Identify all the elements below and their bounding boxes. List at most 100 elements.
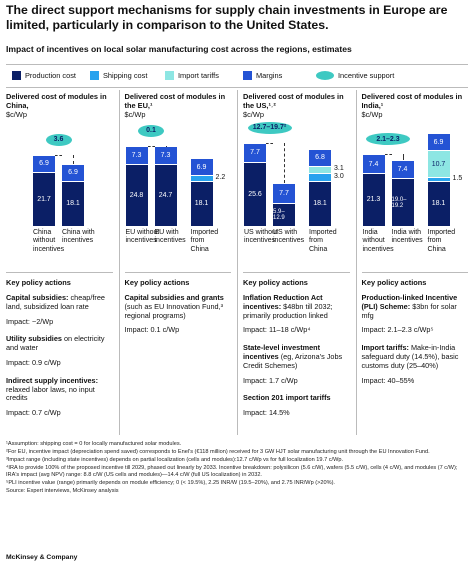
title: The direct support mechanisms for supply… bbox=[6, 3, 448, 32]
category-label: India without incentives bbox=[362, 229, 394, 253]
action-impact: Impact: 1.7 c/Wp bbox=[243, 375, 298, 385]
panel-title: Delivered cost of modules in China, bbox=[6, 92, 107, 110]
bar-segment: 24.8 bbox=[125, 164, 148, 226]
value-label: 7.3 bbox=[131, 151, 142, 159]
action-text: Utility subsidies on electricity and wat… bbox=[6, 334, 110, 353]
legend-item: Margins bbox=[243, 71, 282, 80]
bar-segment: 18.1 bbox=[309, 180, 331, 226]
divider bbox=[355, 90, 357, 435]
panel-title: Delivered cost of modules in the EU,¹ bbox=[124, 92, 226, 110]
action-impact: Impact: 0.1 c/Wp bbox=[124, 325, 180, 335]
legend-label: Shipping cost bbox=[103, 71, 148, 80]
footnote: ³Impact range (including state incentive… bbox=[6, 457, 344, 463]
category-label: China with incentives bbox=[62, 229, 95, 245]
value-label: 10.7 bbox=[431, 160, 446, 168]
incentive-bubble: 3.6 bbox=[45, 133, 72, 146]
action-detail: relaxed labor laws, no input credits bbox=[6, 384, 95, 403]
action-detail: Make-in-India safeguard duty (14.5%), ba… bbox=[361, 343, 459, 370]
legend-label: Import tariffs bbox=[178, 71, 219, 80]
value-label: 18.1 bbox=[431, 200, 446, 208]
legend-label: Incentive support bbox=[338, 71, 395, 80]
bar-segment: 6.9 bbox=[33, 154, 55, 172]
value-label: 6.9 bbox=[39, 160, 49, 168]
value-label: 21.3 bbox=[366, 196, 381, 204]
action-text: Capital subsidies and grants (such as EU… bbox=[124, 293, 229, 320]
category-label: US without incentives bbox=[244, 229, 278, 245]
rule bbox=[6, 87, 468, 88]
incentive-bubble: 12.7–19.7² bbox=[247, 121, 292, 134]
action-detail: (eg, Arizona's Jobs Credit Schemes) bbox=[243, 351, 343, 370]
category-label: US with incentives bbox=[273, 229, 305, 245]
bar-segment bbox=[309, 173, 331, 181]
category-label: China without incentives bbox=[33, 229, 65, 253]
panel-unit: $c/Wp bbox=[124, 110, 146, 119]
action-text: Import tariffs: Make-in-India safeguard … bbox=[361, 343, 466, 370]
category-label: EU with incentives bbox=[154, 229, 186, 245]
bar-segment: 7.3 bbox=[154, 146, 177, 165]
connector bbox=[73, 154, 74, 164]
action-text: Capital subsidies: cheap/free land, subs… bbox=[6, 293, 110, 312]
incentive-bubble: 0.1 bbox=[138, 124, 164, 137]
connector bbox=[402, 154, 404, 160]
action-text: Section 201 import tariffs bbox=[243, 393, 347, 403]
bar-segment: 7.4 bbox=[362, 154, 385, 173]
category-label: Imported from China bbox=[309, 229, 337, 253]
action-text: State-level investment incentives (eg, A… bbox=[243, 343, 347, 370]
footnote: ⁵PLI incentive value (range) primarily d… bbox=[6, 480, 335, 486]
rule bbox=[361, 272, 468, 273]
bar-segment: 18.1 bbox=[62, 180, 84, 226]
subtitle: Impact of incentives on local solar manu… bbox=[6, 44, 352, 54]
legend-label: Margins bbox=[256, 71, 283, 80]
bar-segment: 24.7 bbox=[154, 164, 177, 226]
policy-heading: Key policy actions bbox=[124, 278, 190, 287]
value-label: 1.5 bbox=[452, 174, 463, 182]
value-label: 7.3 bbox=[160, 152, 171, 160]
action-heading: Inflation Reduction Act incentives: bbox=[243, 293, 323, 311]
action-heading: Import tariffs: bbox=[361, 343, 409, 353]
action-text: Inflation Reduction Act incentives: $48b… bbox=[243, 293, 347, 320]
value-label: 6.9 bbox=[68, 169, 78, 177]
bar-segment: 7.7 bbox=[273, 183, 295, 203]
action: Capital subsidies: cheap/free land, subs… bbox=[6, 293, 110, 326]
legend-swatch bbox=[12, 71, 21, 80]
value-label: 24.8 bbox=[129, 192, 144, 199]
value-label: 18.1 bbox=[66, 200, 80, 208]
value-label: 25.6 bbox=[248, 191, 262, 198]
bar-segment: 18.1 bbox=[427, 180, 450, 226]
bar-segment: 7.4 bbox=[391, 159, 414, 179]
bar-segment bbox=[309, 165, 331, 174]
action: Utility subsidies on electricity and wat… bbox=[6, 334, 110, 367]
action-impact: Impact: 11–18 c/Wp⁴ bbox=[243, 325, 311, 335]
value-label: 7.4 bbox=[368, 160, 379, 168]
action: Import tariffs: Make-in-India safeguard … bbox=[361, 343, 466, 385]
value-label: 3.0 bbox=[334, 173, 344, 180]
value-label: 7.4 bbox=[397, 166, 408, 173]
action-impact: Impact: 2.1–2.3 c/Wp⁵ bbox=[361, 325, 434, 335]
category-label: Imported from China bbox=[427, 229, 456, 253]
connector bbox=[55, 154, 62, 156]
legend-item: Import tariffs bbox=[165, 71, 219, 80]
value-label: 6.8 bbox=[315, 154, 325, 161]
action-heading: State-level investment incentives bbox=[243, 343, 321, 361]
bar-segment: 7.7 bbox=[244, 142, 266, 162]
rule bbox=[124, 272, 231, 273]
policy-actions: Inflation Reduction Act incentives: $48b… bbox=[243, 293, 347, 427]
rule bbox=[243, 272, 350, 273]
value-label: 2.2 bbox=[215, 174, 226, 181]
legend-swatch bbox=[165, 71, 174, 80]
action-impact: Impact: 0.9 c/Wp bbox=[6, 357, 61, 367]
policy-heading: Key policy actions bbox=[243, 278, 308, 287]
rule bbox=[6, 64, 468, 65]
incentive-bubble: 2.1–2.3 bbox=[366, 133, 410, 146]
value-label: 6.9 bbox=[433, 138, 444, 146]
action-impact: Impact: 14.5% bbox=[243, 408, 290, 418]
action-heading: Capital subsidies: bbox=[6, 293, 69, 302]
action-heading: Section 201 import tariffs bbox=[243, 393, 331, 403]
action-heading: Utility subsidies bbox=[6, 334, 62, 344]
action-heading: Production-linked Incentive (PLI) Scheme… bbox=[361, 293, 458, 311]
action: Production-linked Incentive (PLI) Scheme… bbox=[361, 293, 466, 335]
value-label: 24.7 bbox=[158, 192, 173, 200]
action-heading: Capital subsidies and grants bbox=[124, 293, 224, 302]
value-label: 18.1 bbox=[194, 200, 209, 208]
